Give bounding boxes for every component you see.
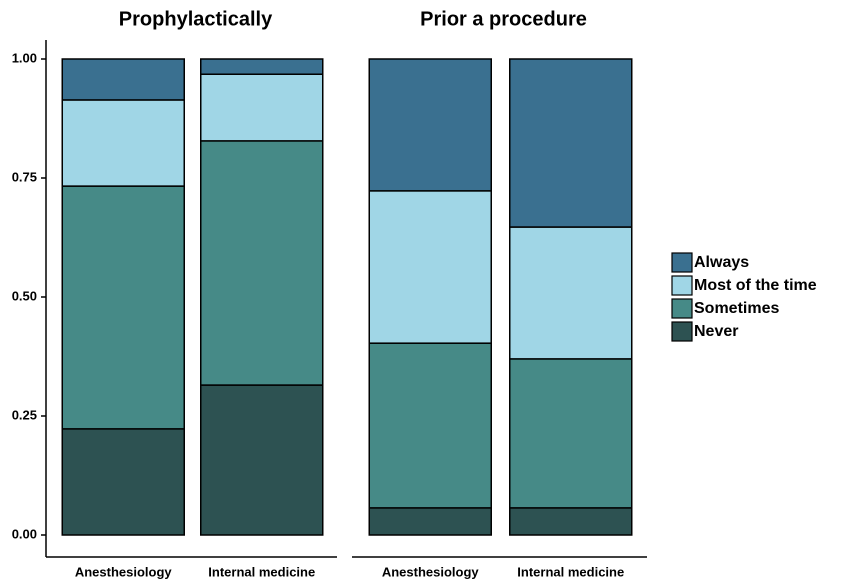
legend-label: Sometimes (694, 300, 779, 317)
bar-segment (509, 58, 633, 228)
bar-segment (61, 185, 185, 430)
bar-segment (509, 358, 633, 509)
bar-segment (200, 384, 324, 536)
bar-segment (61, 58, 185, 101)
legend-swatch (671, 252, 693, 273)
x-tick-label: Anesthesiology (382, 564, 480, 579)
bar-segment (509, 226, 633, 360)
x-tick-label: Internal medicine (517, 564, 624, 579)
bar-segment (368, 190, 492, 344)
bar-segment (200, 73, 324, 142)
x-tick-label: Anesthesiology (75, 564, 173, 579)
y-tick-label: 1.00 (12, 50, 37, 65)
legend-swatch (671, 298, 693, 319)
legend-swatch (671, 275, 693, 296)
bar-segment (61, 99, 185, 187)
bar-segment (509, 507, 633, 536)
bar-segment (61, 428, 185, 536)
bar-segment (200, 58, 324, 75)
x-tick-label: Internal medicine (208, 564, 315, 579)
legend-swatch (671, 321, 693, 342)
panel-title: Prior a procedure (420, 8, 587, 30)
y-tick-label: 0.25 (12, 407, 37, 422)
bar-segment (368, 58, 492, 192)
bar-segment (368, 342, 492, 509)
y-tick-label: 0.00 (12, 526, 37, 541)
bar-segment (200, 140, 324, 386)
y-tick-label: 0.75 (12, 169, 37, 184)
y-tick-label: 0.50 (12, 288, 37, 303)
panel-title: Prophylactically (119, 8, 273, 30)
legend-label: Never (694, 323, 738, 340)
bar-segment (368, 507, 492, 536)
legend-label: Always (694, 254, 749, 271)
legend-label: Most of the time (694, 277, 817, 294)
